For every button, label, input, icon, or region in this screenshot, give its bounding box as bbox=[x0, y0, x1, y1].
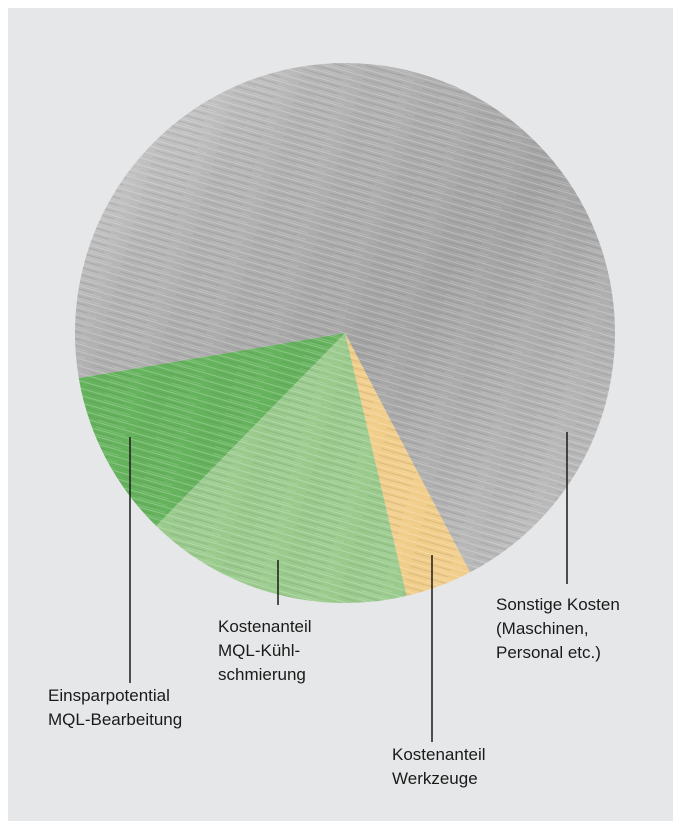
labels: Kostenanteil Werkzeuge Kostenanteil MQL-Küh… bbox=[48, 432, 620, 788]
slice-texture bbox=[78, 333, 345, 526]
pie bbox=[74, 63, 615, 603]
slice-texture bbox=[74, 63, 615, 573]
category-label: Kostenanteil bbox=[392, 745, 486, 764]
category-label: schmierung bbox=[218, 665, 306, 684]
slice-texture bbox=[156, 333, 407, 603]
slice-texture bbox=[345, 333, 471, 596]
category-label: Einsparpotential bbox=[48, 686, 170, 705]
category-label: MQL-Bearbeitung bbox=[48, 710, 182, 729]
category-label: Kostenanteil bbox=[218, 617, 312, 636]
category-label: (Maschinen, bbox=[496, 619, 589, 638]
category-label: Personal etc.) bbox=[496, 643, 601, 662]
category-label: MQL-Kühl- bbox=[218, 641, 300, 660]
category-label: Sonstige Kosten bbox=[496, 595, 620, 614]
category-label: Werkzeuge bbox=[392, 769, 478, 788]
